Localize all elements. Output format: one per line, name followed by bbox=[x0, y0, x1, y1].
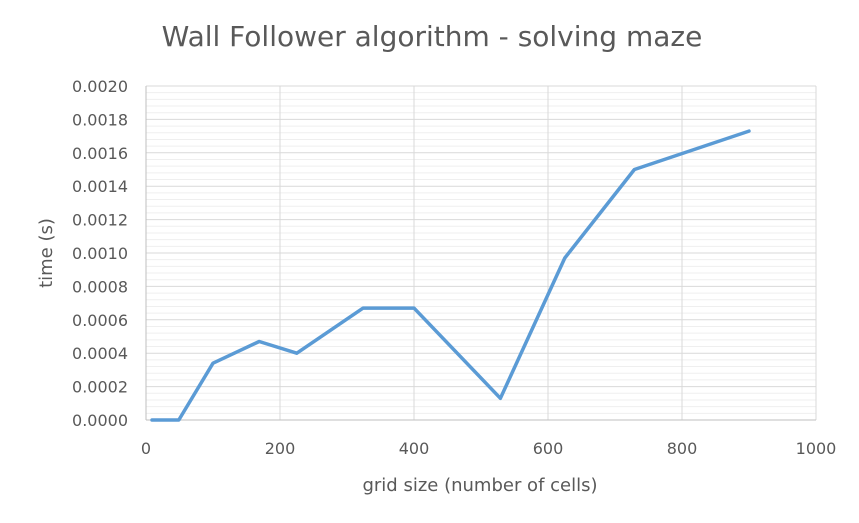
y-tick-label: 0.0010 bbox=[72, 244, 128, 263]
y-tick-label: 0.0012 bbox=[72, 211, 128, 230]
x-tick-label: 400 bbox=[399, 439, 430, 458]
x-axis-tick-labels: 0 200 400 600 800 1000 bbox=[141, 439, 836, 458]
chart-title: Wall Follower algorithm - solving maze bbox=[162, 20, 703, 53]
major-gridlines bbox=[146, 85, 817, 420]
series-layer bbox=[150, 129, 751, 422]
y-tick-label: 0.0020 bbox=[72, 77, 128, 96]
y-axis-tick-labels: 0.0000 0.0002 0.0004 0.0006 0.0008 0.0010 0.00… bbox=[72, 77, 128, 430]
y-tick-label: 0.0014 bbox=[72, 177, 128, 196]
y-tick-label: 0.0002 bbox=[72, 378, 128, 397]
series-line bbox=[150, 129, 751, 422]
y-axis-label: time (s) bbox=[36, 218, 57, 288]
x-tick-label: 800 bbox=[667, 439, 698, 458]
minor-gridlines bbox=[146, 92, 816, 414]
y-tick-label: 0.0000 bbox=[72, 411, 128, 430]
y-tick-label: 0.0004 bbox=[72, 344, 128, 363]
y-tick-label: 0.0016 bbox=[72, 144, 128, 163]
axes bbox=[145, 86, 816, 421]
x-axis-label: grid size (number of cells) bbox=[362, 475, 597, 496]
x-tick-label: 200 bbox=[265, 439, 296, 458]
y-tick-label: 0.0018 bbox=[72, 110, 128, 129]
x-tick-label: 0 bbox=[141, 439, 151, 458]
y-tick-label: 0.0008 bbox=[72, 277, 128, 296]
x-tick-label: 600 bbox=[533, 439, 564, 458]
y-tick-label: 0.0006 bbox=[72, 311, 128, 330]
x-tick-label: 1000 bbox=[796, 439, 837, 458]
